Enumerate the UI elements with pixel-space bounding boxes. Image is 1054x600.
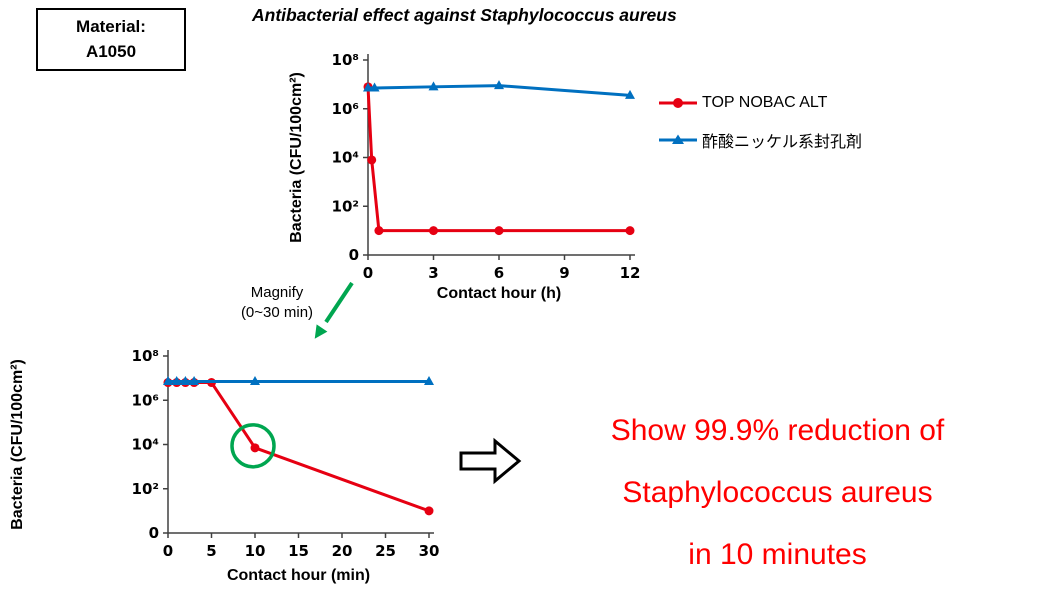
y-tick-label: 10⁴: [132, 436, 159, 454]
circle-marker: [429, 226, 438, 236]
x-tick-label: 12: [620, 264, 641, 282]
y-axis-title: Bacteria (CFU/100cm²): [288, 72, 305, 243]
legend-label-nickel-acetate: 酢酸ニッケル系封孔剤: [702, 134, 863, 151]
x-tick-label: 9: [559, 264, 569, 282]
y-tick-label: 10²: [332, 197, 359, 215]
y-tick-label: 10²: [132, 480, 159, 498]
circle-marker: [374, 226, 384, 236]
conclusion-line1: Show 99.9% reduction of: [610, 414, 945, 447]
x-tick-label: 10: [245, 542, 266, 560]
series-line: [166, 381, 431, 513]
magnify-note-line1: Magnify: [250, 284, 304, 301]
conclusion-line2: Staphylococcus aureus: [622, 476, 933, 509]
triangle-marker: [369, 82, 380, 92]
y-tick-label: 0: [349, 246, 359, 264]
highlight-circle: [230, 423, 276, 469]
legend-item-nickel-acetate: 酢酸ニッケル系封孔剤: [657, 128, 862, 152]
material-box: Material: A1050: [36, 8, 186, 72]
triangle-marker: [163, 375, 173, 385]
triangle-marker: [189, 375, 200, 385]
triangle-marker: [428, 81, 439, 91]
x-tick-label: 25: [375, 542, 396, 560]
x-tick-label: 5: [206, 542, 216, 560]
y-axis-title: Bacteria (CFU/100cm²): [10, 359, 26, 530]
x-tick-label: 3: [428, 264, 438, 282]
legend-label-top-nobac-alt: TOP NOBAC ALT: [702, 94, 828, 111]
x-axis-title: Contact hour (min): [227, 567, 370, 584]
magnify-arrow-icon: [314, 281, 354, 339]
triangle-marker: [363, 82, 373, 92]
bottom-chart: 10⁸ 10⁶ 10⁴ 10² 00 5 10 15 20 25 30 Contact hour (m…: [10, 347, 440, 584]
material-value: A1050: [85, 41, 137, 61]
legend-item-top-nobac-alt: TOP NOBAC ALT: [657, 94, 862, 112]
x-tick-label: 20: [332, 542, 353, 560]
y-tick-label: 10⁸: [332, 51, 359, 69]
triangle-marker: [494, 80, 504, 90]
circle-marker: [367, 155, 377, 165]
magnify-note: Magnify (0~30 min): [220, 283, 334, 324]
triangle-marker: [171, 375, 182, 385]
material-label: Material:: [76, 17, 146, 36]
triangle-marker: [625, 89, 635, 99]
right-block-arrow-icon: [459, 437, 522, 485]
conclusion-line3: in 10 minutes: [688, 538, 867, 571]
x-tick-label: 0: [163, 542, 173, 560]
circle-marker: [494, 226, 504, 236]
red-line-circle-marker-icon: [659, 98, 697, 108]
y-tick-label: 10⁸: [132, 347, 159, 365]
conclusion-text: Show 99.9% reduction of Staphylococcus a…: [545, 400, 1010, 586]
circle-marker: [625, 226, 635, 236]
magnify-note-line2: (0~30 min): [240, 304, 314, 322]
series-line: [366, 85, 632, 233]
y-tick-label: 10⁴: [332, 149, 359, 167]
x-tick-label: 15: [288, 542, 309, 560]
blue-line-triangle-marker-icon: [659, 134, 697, 144]
x-axis-title: Contact hour (h): [437, 285, 561, 302]
top-chart: 10⁸ 10⁶ 10⁴ 10² 00 3 6 9 12 Contact hour (h) Bacte…: [288, 51, 641, 302]
y-tick-label: 10⁶: [132, 391, 159, 409]
x-tick-label: 6: [494, 264, 504, 282]
circle-marker: [424, 506, 434, 516]
triangle-marker: [250, 375, 260, 385]
triangle-marker: [424, 375, 434, 385]
figure-title: Antibacterial effect against Staphylococ…: [252, 5, 677, 25]
legend: TOP NOBAC ALT 酢酸ニッケル系封孔剤: [657, 94, 862, 152]
y-tick-label: 10⁶: [332, 100, 359, 118]
circle-marker: [250, 443, 260, 453]
triangle-marker: [180, 375, 191, 385]
x-tick-label: 0: [363, 264, 373, 282]
x-tick-label: 30: [419, 542, 440, 560]
y-tick-label: 0: [149, 524, 159, 542]
